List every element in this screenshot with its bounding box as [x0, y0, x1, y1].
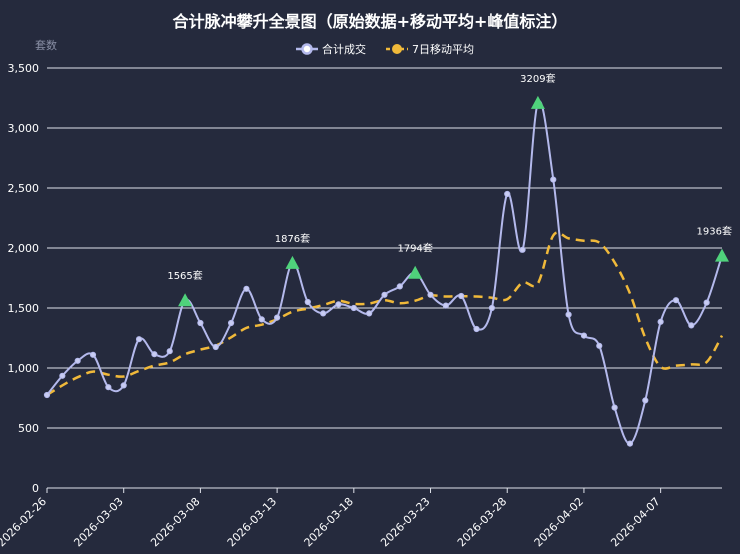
- total-point: [550, 176, 557, 183]
- total-point: [657, 318, 664, 325]
- peak-marker: [715, 248, 729, 262]
- y-tick-label: 2,500: [8, 182, 40, 195]
- total-point: [366, 310, 373, 317]
- peak-label: 1565套: [167, 269, 202, 282]
- total-point: [565, 311, 572, 318]
- y-axis-unit-label: 套数: [35, 39, 57, 52]
- total-point: [442, 302, 449, 309]
- total-point: [74, 357, 81, 364]
- x-tick-label: 2026-04-07: [608, 495, 662, 549]
- total-point: [89, 351, 97, 358]
- total-point: [396, 283, 403, 290]
- y-axis-ticks: 0 500 1,000 1,500 2,000 2,500 3,000 3,500: [8, 62, 40, 495]
- gridlines: [47, 67, 722, 429]
- total-point: [151, 351, 158, 358]
- y-tick-label: 1,500: [8, 302, 40, 315]
- legend-item-moving-average[interactable]: 7日移动平均: [386, 43, 474, 56]
- total-point: [135, 336, 143, 343]
- total-point: [458, 292, 465, 300]
- total-point: [59, 372, 66, 379]
- total-point: [320, 310, 327, 317]
- total-point: [611, 404, 618, 411]
- x-tick-label: 2026-04-02: [532, 495, 586, 549]
- peak-marker: [285, 255, 300, 269]
- peak-annotations: 1565套 1876套 1794套 3209套 1936套: [167, 72, 732, 307]
- legend-marker-total: [301, 43, 313, 55]
- series-layer: [43, 99, 726, 447]
- x-tick-label: 2026-03-13: [225, 495, 279, 549]
- y-tick-label: 1,000: [8, 362, 40, 375]
- peak-marker: [178, 293, 193, 307]
- x-tick-label: 2026-03-08: [148, 495, 202, 549]
- total-point: [642, 397, 649, 404]
- total-point: [626, 440, 634, 447]
- x-axis: 2026-02-26 2026-03-03 2026-03-08 2026-03-13…: [0, 487, 722, 549]
- legend-label-total: 合计成交: [322, 42, 366, 56]
- total-point: [227, 319, 235, 327]
- total-point: [43, 391, 51, 399]
- peak-label: 1876套: [275, 232, 310, 245]
- total-point: [243, 285, 250, 292]
- y-tick-label: 0: [32, 482, 39, 495]
- total-point: [274, 314, 281, 321]
- peak-marker: [530, 95, 545, 109]
- peak-label: 1794套: [397, 242, 432, 255]
- y-tick-label: 3,000: [8, 122, 40, 135]
- total-point: [304, 298, 311, 306]
- total-point: [166, 348, 173, 355]
- legend-marker-moving-average: [392, 44, 402, 54]
- x-tick-label: 2026-02-26: [0, 495, 49, 549]
- total-point: [197, 319, 204, 327]
- total-point: [212, 343, 219, 351]
- total-point: [488, 304, 495, 312]
- legend-item-total[interactable]: 合计成交: [296, 42, 366, 56]
- total-point: [120, 382, 127, 389]
- legend-label-moving-average: 7日移动平均: [412, 43, 474, 56]
- legend[interactable]: 合计成交 7日移动平均: [296, 42, 474, 56]
- y-tick-label: 500: [18, 422, 39, 435]
- peak-label: 3209套: [520, 72, 555, 85]
- total-point: [672, 297, 680, 304]
- total-point: [504, 190, 511, 198]
- total-point: [335, 301, 342, 308]
- total-point: [688, 322, 695, 329]
- total-point: [105, 384, 112, 391]
- total-point: [350, 304, 357, 312]
- x-tick-label: 2026-03-28: [455, 495, 509, 549]
- y-tick-label: 3,500: [8, 62, 40, 75]
- peak-label: 1936套: [697, 225, 732, 238]
- moving-average-line: [46, 231, 724, 397]
- total-point: [519, 246, 526, 253]
- total-point: [381, 291, 388, 298]
- peak-marker: [408, 265, 423, 279]
- total-point: [703, 299, 710, 306]
- x-tick-label: 2026-03-23: [378, 495, 432, 549]
- x-tick-label: 2026-03-03: [71, 495, 125, 549]
- y-tick-label: 2,000: [8, 242, 40, 255]
- total-point: [427, 291, 434, 298]
- total-point: [473, 325, 480, 333]
- total-point: [580, 332, 588, 339]
- total-point: [258, 316, 265, 323]
- x-tick-label: 2026-03-18: [302, 495, 356, 549]
- chart-title: 合计脉冲攀升全景图（原始数据+移动平均+峰值标注）: [173, 12, 568, 31]
- total-point: [596, 342, 603, 349]
